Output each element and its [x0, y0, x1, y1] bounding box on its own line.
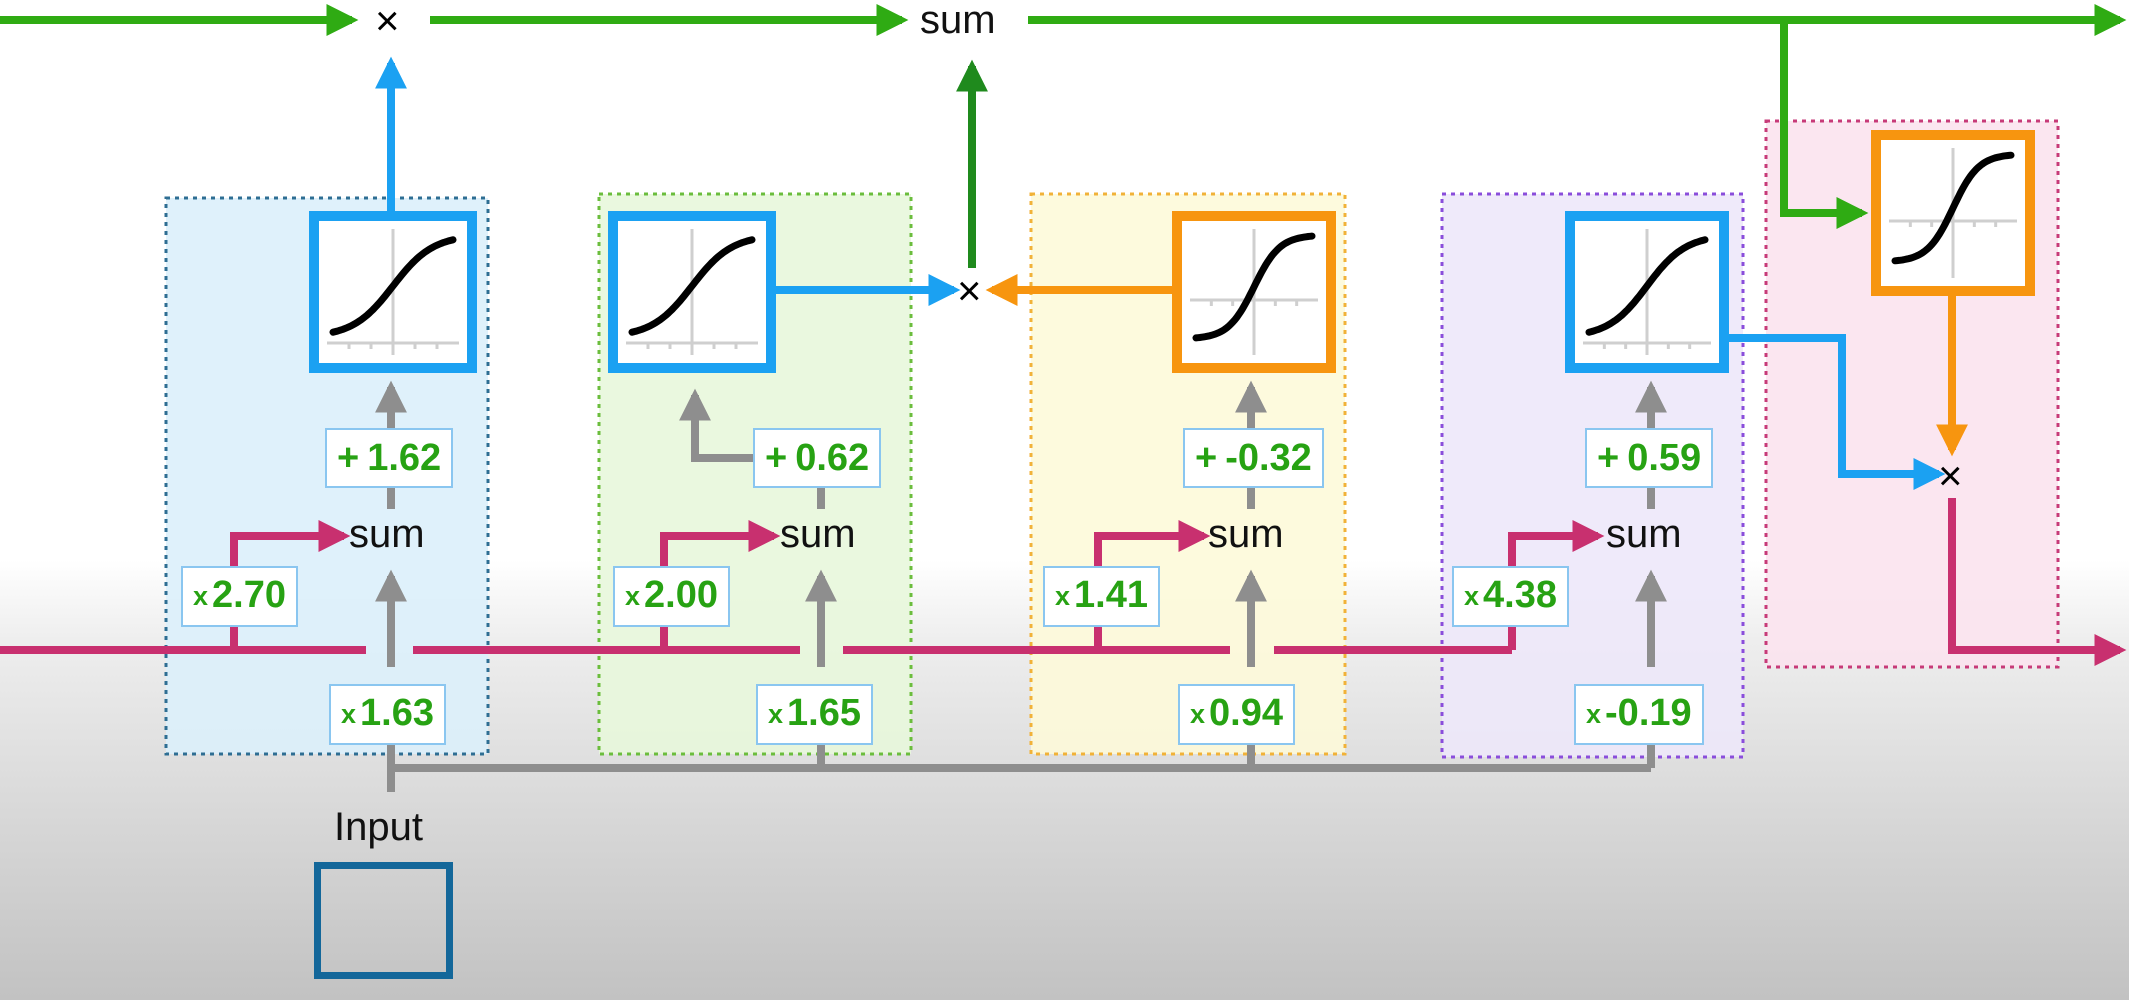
activation-frame: [608, 211, 776, 373]
input-weight-label: x 1.63: [329, 684, 446, 745]
sum-label: sum: [1208, 512, 1284, 556]
sum-label: sum: [780, 512, 856, 556]
activation-frame: [1871, 130, 2035, 296]
activation-curve: [1891, 151, 2015, 265]
input-label: Input: [334, 805, 423, 849]
top-multiply-node: ×: [375, 0, 400, 44]
activation-axes: [327, 229, 459, 355]
activation-axes: [626, 229, 758, 355]
tanh-icon: [1871, 130, 2035, 296]
activation-curve: [628, 236, 756, 336]
sum-label: sum: [349, 512, 425, 556]
tanh-icon: [1172, 211, 1336, 373]
activation-frame: [1565, 211, 1729, 373]
sigmoid-curve-graphic: [608, 211, 776, 373]
bias-label: +0.62: [753, 428, 882, 488]
sigmoid-curve-graphic: [1565, 211, 1729, 373]
activation-frame: [1172, 211, 1336, 373]
activation-curve: [329, 236, 457, 336]
bias-label: +1.62: [325, 428, 454, 488]
tanh-output-arrows: [985, 274, 1968, 457]
activation-frame: [309, 211, 477, 373]
short-term-weight-label: x 2.00: [613, 566, 730, 627]
input-weight-label: x 0.94: [1178, 684, 1295, 745]
input-weight-label: x -0.19: [1574, 684, 1704, 745]
bias-label: + -0.32: [1183, 428, 1324, 488]
short-term-weight-label: x 4.38: [1452, 566, 1569, 627]
sigmoid-icon: [1565, 211, 1729, 373]
gate-multiply-node: ×: [957, 267, 982, 314]
sigmoid-icon: [309, 211, 477, 373]
sigmoid-output-arrows: [375, 56, 1946, 490]
short-term-weight-label: x 2.70: [181, 566, 298, 627]
output-multiply-node: ×: [1938, 452, 1963, 499]
sigmoid-icon: [608, 211, 776, 373]
sum-label: sum: [1606, 512, 1682, 556]
input-box[interactable]: [314, 862, 453, 979]
long-term-memory-line: [0, 4, 2127, 229]
bias-label: +0.59: [1585, 428, 1714, 488]
tanh-curve-graphic: [1172, 211, 1336, 373]
tanh-curve-graphic: [1871, 130, 2035, 296]
top-sum-label: sum: [920, 0, 996, 42]
activation-axes: [1583, 229, 1711, 355]
sigmoid-curve-graphic: [309, 211, 477, 373]
input-to-sum-arrows: [375, 569, 1667, 667]
input-weight-label: x 1.65: [756, 684, 873, 745]
short-term-weight-label: x 1.41: [1043, 566, 1160, 627]
activation-curve: [1585, 236, 1709, 336]
activation-curve: [1192, 232, 1316, 342]
